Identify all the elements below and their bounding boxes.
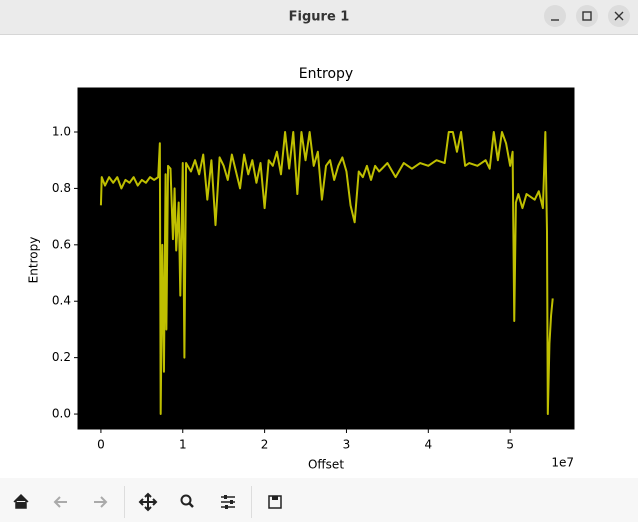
x-tick-label: 2 — [261, 438, 269, 452]
back-button[interactable] — [53, 496, 67, 508]
toolbar — [0, 478, 638, 522]
x-tick-label: 3 — [343, 438, 351, 452]
data-line — [99, 131, 554, 416]
x-tick-label: 4 — [424, 438, 432, 452]
forward-button[interactable] — [94, 496, 108, 508]
y-tick-label: 1.0 — [52, 125, 71, 139]
configure-button[interactable] — [221, 495, 235, 509]
plot-frame — [77, 87, 575, 430]
save-button[interactable] — [268, 495, 282, 509]
x-tick-label: 5 — [506, 438, 514, 452]
close-button[interactable] — [608, 5, 630, 27]
pan-button[interactable] — [138, 492, 158, 512]
y-axis-label: Entropy — [27, 237, 41, 284]
home-button[interactable] — [13, 493, 29, 509]
y-tick-label: 0.0 — [52, 407, 71, 421]
x-axis-label: Offset — [308, 458, 344, 472]
y-tick-label: 0.6 — [52, 237, 71, 251]
chart-title: Entropy — [299, 66, 353, 82]
plot-area — [78, 88, 574, 429]
title-bar — [0, 0, 638, 34]
minimize-button[interactable] — [544, 5, 566, 27]
zoom-button[interactable] — [180, 494, 194, 508]
chart: Entropy Offset Entropy 1e7 0 1 2 3 4 5 0.0 0.2 0… — [27, 66, 575, 472]
window-title: Figure 1 — [289, 10, 350, 25]
x-tick-label: 1 — [179, 438, 187, 452]
x-tick-label: 0 — [97, 438, 105, 452]
y-tick-label: 0.2 — [52, 350, 71, 364]
maximize-button[interactable] — [576, 5, 598, 27]
y-tick-label: 0.4 — [52, 294, 71, 308]
y-tick-label: 0.8 — [52, 181, 71, 195]
x-offset-label: 1e7 — [551, 456, 574, 470]
